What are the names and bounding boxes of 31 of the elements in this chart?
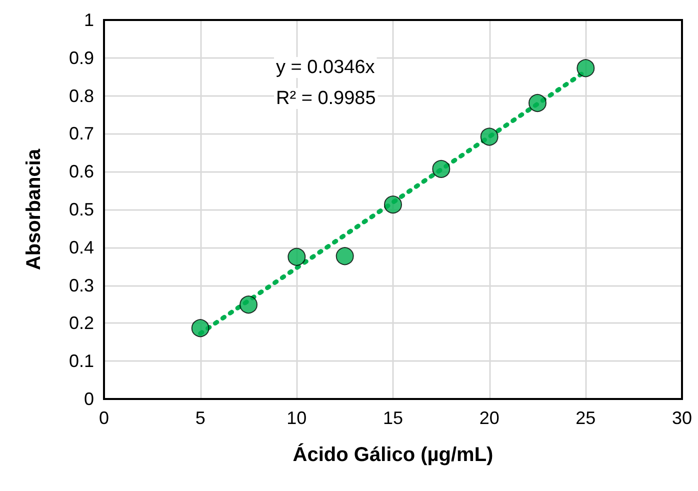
x-tick-label: 0 — [98, 408, 110, 428]
y-tick-label: 0.6 — [68, 162, 94, 182]
point — [480, 128, 498, 146]
y-tick-label: 1 — [84, 10, 94, 30]
y-tick-label: 0.4 — [68, 237, 94, 258]
y-tick-label: 0.8 — [68, 86, 94, 106]
point — [576, 59, 595, 78]
point — [384, 196, 402, 214]
point — [191, 319, 210, 338]
y-tick-label: 0.9 — [68, 48, 94, 68]
point — [432, 160, 450, 178]
point — [240, 296, 258, 314]
y-tick-label: 0.7 — [68, 124, 94, 144]
y-tick-label: 0 — [84, 389, 94, 409]
x-axis-title: Ácido Gálico (µg/mL) — [292, 443, 494, 466]
y-tick-label: 0.3 — [68, 275, 94, 296]
point — [288, 248, 306, 266]
x-tick-label: 30 — [672, 408, 692, 428]
x-tick-label: 5 — [195, 408, 206, 428]
x-tick-label: 25 — [576, 408, 596, 428]
y-tick-label: 0.5 — [68, 200, 94, 220]
y-tick-label: 0.1 — [68, 351, 94, 372]
x-tick-label: 15 — [382, 408, 404, 428]
annotation: R² = 0.9985 — [276, 88, 376, 109]
x-tick-label: 20 — [479, 408, 500, 428]
point — [528, 94, 546, 112]
y-axis-title: Absorbancia — [23, 148, 45, 270]
y-tick-label: 0.2 — [68, 313, 94, 334]
annotation: y = 0.0346x — [276, 57, 376, 78]
point — [336, 247, 354, 266]
x-tick-label: 10 — [286, 408, 307, 428]
